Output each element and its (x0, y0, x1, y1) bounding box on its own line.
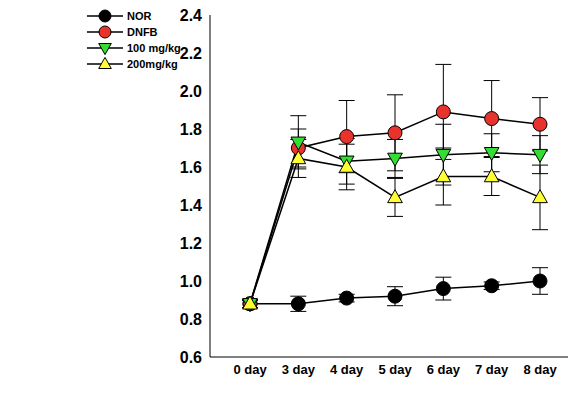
svg-text:2.0: 2.0 (180, 83, 202, 100)
svg-text:5 day: 5 day (378, 362, 412, 377)
svg-text:0.8: 0.8 (180, 311, 202, 328)
svg-text:1.0: 1.0 (180, 273, 202, 290)
svg-text:1.6: 1.6 (180, 159, 202, 176)
svg-text:0 day: 0 day (233, 362, 267, 377)
html-text:100 mg/kg: 100 mg/kg (127, 42, 181, 54)
svg-text:2.2: 2.2 (180, 45, 202, 62)
svg-text:1.8: 1.8 (180, 121, 202, 138)
html-text:DNFB: DNFB (127, 26, 158, 38)
svg-text:7 day: 7 day (475, 362, 509, 377)
svg-text:4 day: 4 day (330, 362, 364, 377)
svg-text:2.4: 2.4 (180, 7, 202, 24)
svg-text:1.4: 1.4 (180, 197, 202, 214)
svg-text:6 day: 6 day (427, 362, 461, 377)
html-text:NOR: NOR (127, 10, 152, 22)
html-text:200mg/kg: 200mg/kg (127, 58, 178, 70)
svg-text:1.2: 1.2 (180, 235, 202, 252)
svg-text:8 day: 8 day (523, 362, 557, 377)
svg-text:0.6: 0.6 (180, 349, 202, 366)
svg-text:3 day: 3 day (282, 362, 316, 377)
